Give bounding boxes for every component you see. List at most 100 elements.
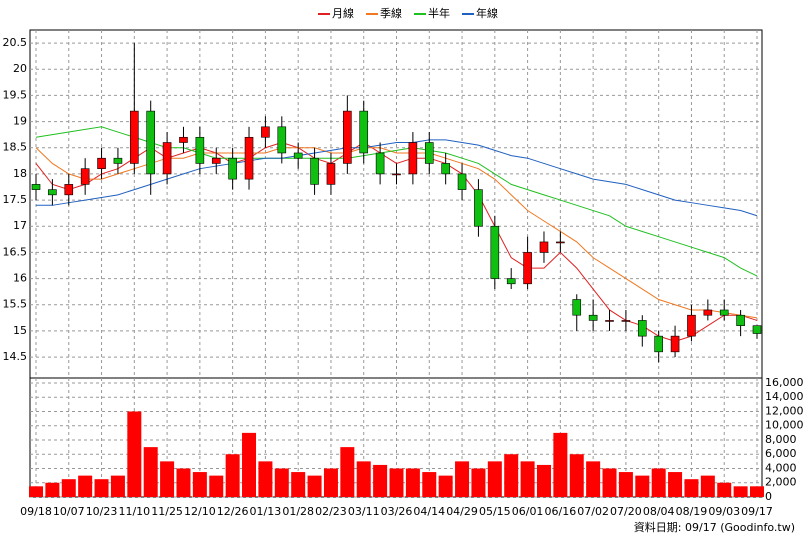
y-tick-label: 14.5 [3,350,28,363]
volume-bar [438,475,453,497]
candle-body [261,126,270,138]
candle-body [637,320,647,337]
candle-body [523,252,532,285]
x-tick-label: 11/10 [118,505,150,518]
candle-body [719,309,729,316]
candle-body [506,278,516,285]
y-tick-label: 16 [13,272,27,285]
legend-label: 季線 [380,6,402,20]
y-tick-label: 18 [13,167,27,180]
candle-body [113,157,123,164]
volume-bar [405,468,420,497]
candle-body [424,142,434,164]
volume-bar [209,475,224,497]
x-tick-label: 07/20 [610,505,642,518]
volume-bar [733,486,748,497]
candle-body [670,335,680,353]
candle-body [162,142,172,175]
volume-bar [635,475,650,497]
volume-bar [307,475,322,497]
volume-bar [422,472,437,497]
x-tick-label: 03/26 [381,505,413,518]
y-tick-label: 17.5 [3,193,28,206]
volume-bar [356,461,371,497]
volume-bar [274,468,289,497]
y-tick-label: 17 [13,219,27,232]
volume-bar [750,486,764,497]
x-tick-label: 12/10 [184,505,216,518]
candle-body [195,136,205,164]
volume-bar [487,461,502,497]
footer: 資料日期: 09/17 (Goodinfo.tw) [634,520,795,534]
volume-bar [389,468,404,497]
volume-bar [45,482,60,497]
candle-body [474,189,483,227]
volume-bar [569,454,584,497]
candle-body [588,314,598,321]
candle-body [310,157,319,185]
candle-body [31,184,41,190]
x-tick-label: 01/28 [282,505,314,518]
candle-body [539,241,549,253]
y-tick-label: 19 [13,115,27,128]
y-tick-label: 15.5 [3,298,28,311]
x-tick-label: 04/29 [446,505,478,518]
legend-label: 月線 [332,6,354,20]
candle-body [211,157,221,164]
x-tick-label: 07/02 [577,505,609,518]
volume-bar [258,461,273,497]
volume-bar [618,472,633,497]
y2-tick-label: 4,000 [765,461,797,474]
volume-bar [94,479,109,497]
candle-body [179,136,188,143]
x-tick-label: 09/03 [708,505,740,518]
volume-bar [242,432,257,497]
x-tick-label: 02/23 [315,505,347,518]
y2-tick-label: 2,000 [765,476,797,489]
y2-tick-label: 12,000 [765,404,804,417]
volume-bar [700,475,715,497]
candle-body [80,168,90,185]
x-tick-label: 08/19 [676,505,708,518]
ma-line [35,147,758,319]
legend-label: 半年 [428,6,450,20]
volume-bar [225,454,240,497]
y2-tick-label: 14,000 [765,390,804,403]
x-tick-label: 03/11 [348,505,380,518]
candle-body [654,335,663,353]
volume-bar [143,447,158,497]
y-tick-label: 19.5 [3,88,28,101]
ma-line [36,139,758,217]
volume-bar [78,475,93,497]
volume-bar [668,472,683,497]
candle-body [244,136,254,180]
candle-body [343,110,352,164]
candle-body [490,225,500,279]
volume-bar [373,464,388,497]
candle-body [64,184,74,196]
x-tick-label: 12/26 [217,505,249,518]
volume-bar [536,464,551,497]
volume-bar [291,472,306,497]
candle-body [621,320,631,322]
y2-tick-label: 0 [765,490,772,503]
y2-tick-label: 8,000 [765,433,797,446]
volume-bar [61,479,76,497]
y-tick-label: 20 [13,62,27,75]
candle-body [97,157,106,169]
candle-body [687,314,696,337]
x-tick-label: 04/14 [413,505,445,518]
candle-body [228,157,237,180]
candle-body [277,126,287,154]
candle-body [293,152,303,159]
candle-body [375,152,385,175]
volume-bar [176,468,191,497]
x-tick-label: 10/07 [53,505,85,518]
candle-body [130,110,139,164]
candle-body [457,173,467,190]
ma-line [35,126,758,277]
y-tick-label: 20.5 [3,36,28,49]
x-tick-label: 06/01 [512,505,544,518]
volume-bar [504,454,519,497]
